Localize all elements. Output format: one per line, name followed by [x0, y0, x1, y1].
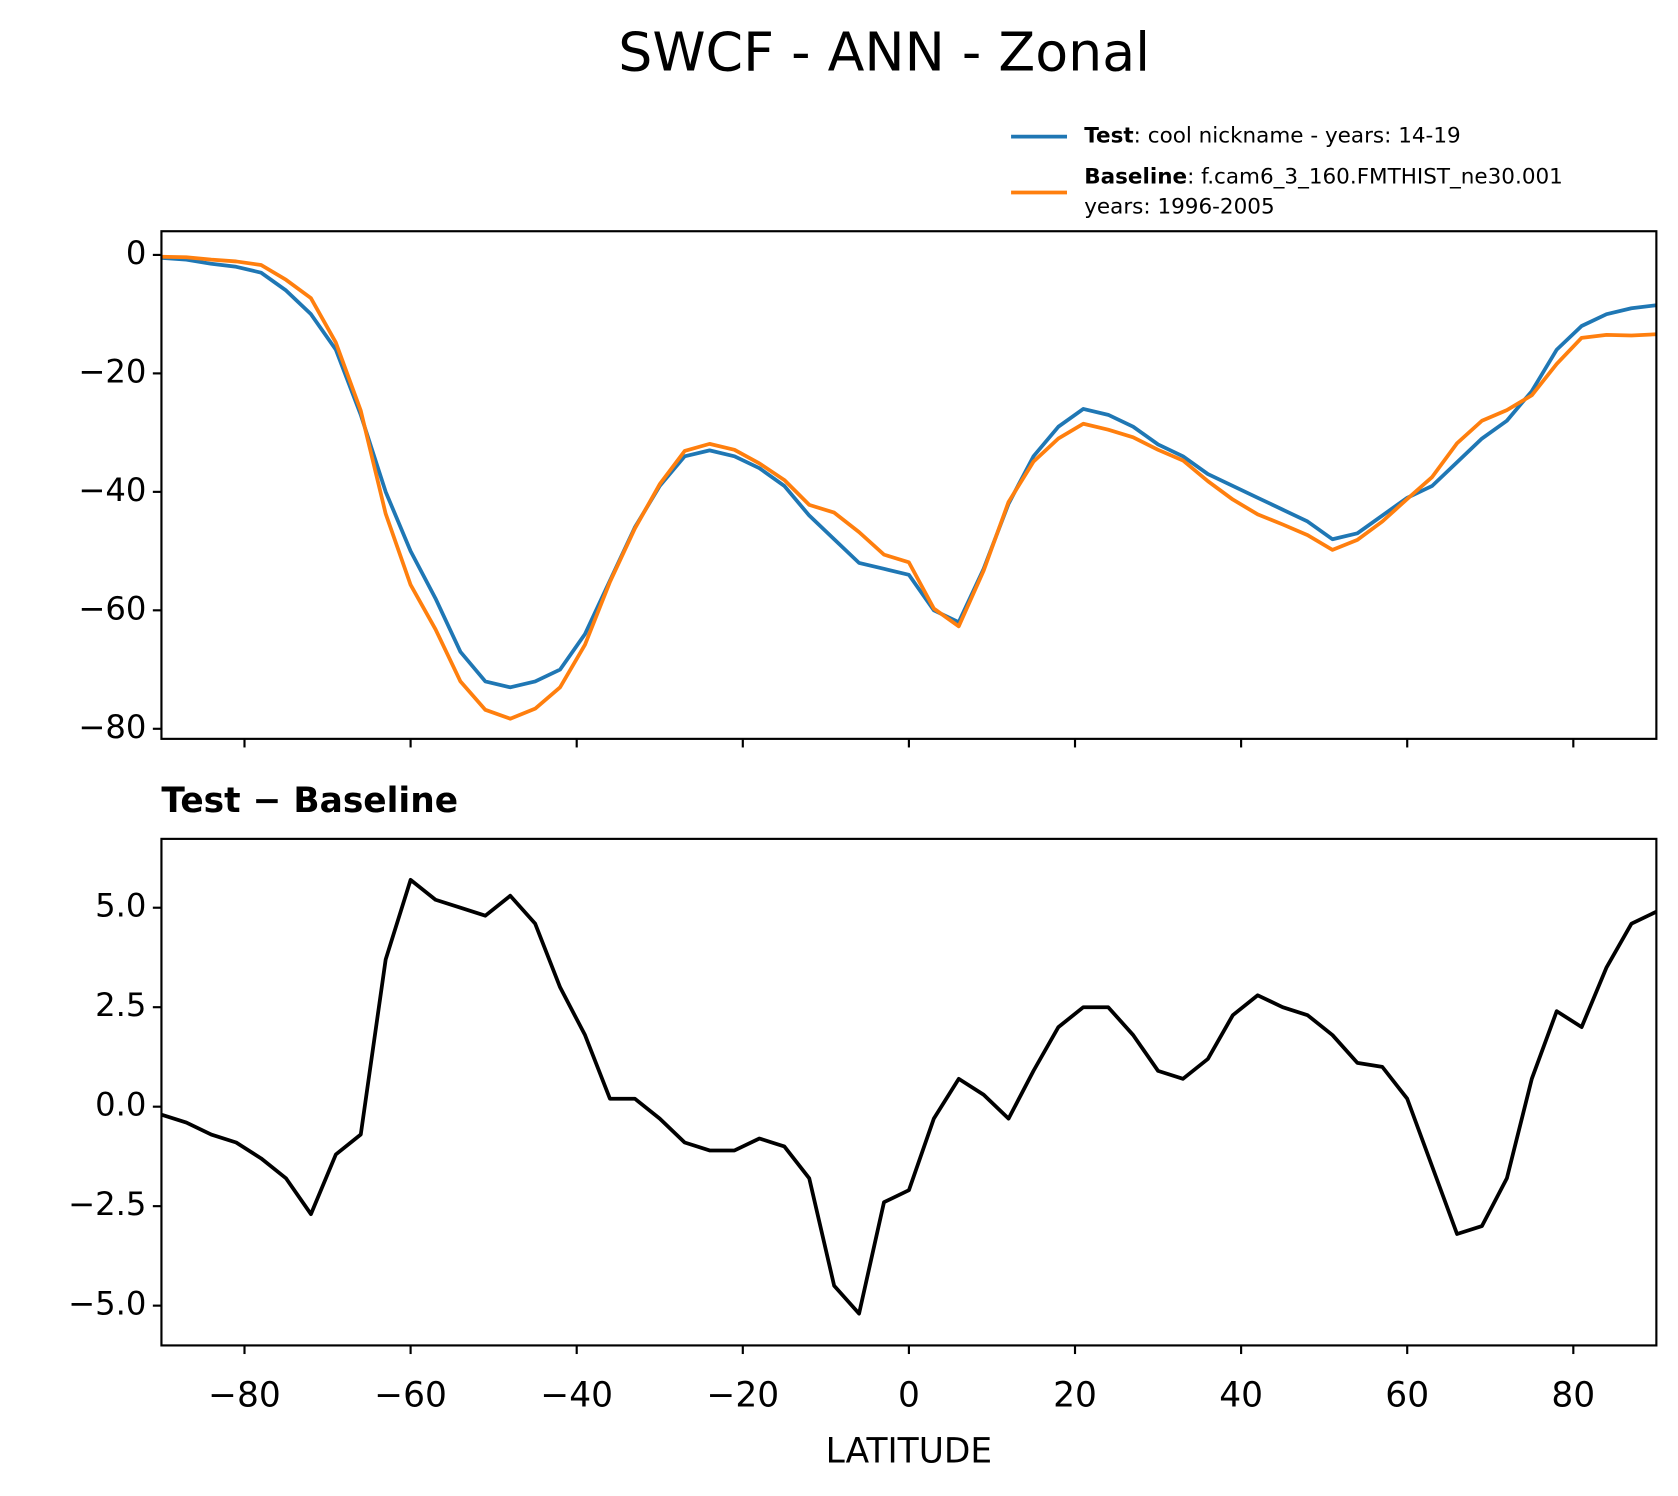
y-tick-label: −80 [78, 708, 146, 746]
plot-area [161, 877, 1657, 1316]
x-tick-label: −40 [540, 1376, 613, 1416]
y-tick-label: −40 [78, 471, 146, 509]
x-tick-label: 40 [1219, 1376, 1263, 1416]
x-tick-label: −20 [706, 1376, 779, 1416]
x-tick-label: −60 [374, 1376, 447, 1416]
x-axis-label: LATITUDE [826, 1431, 992, 1471]
legend-label: Baseline: f.cam6_3_160.FMTHIST_ne30.001 [1084, 164, 1563, 189]
y-tick-label: −60 [78, 589, 146, 627]
x-tick-label: 80 [1551, 1376, 1595, 1416]
legend-label: Test: cool nickname - years: 14-19 [1084, 124, 1460, 149]
y-tick-label: −5.0 [68, 1285, 146, 1323]
data-line [161, 256, 1657, 690]
legend-description: years: 1996-2005 [1084, 195, 1274, 220]
plot-area [161, 254, 1657, 721]
axes-frame [160, 837, 1658, 1347]
x-tick-label: 0 [898, 1376, 920, 1416]
y-tick-label: 2.5 [95, 986, 146, 1024]
x-tick-label: −80 [208, 1376, 281, 1416]
y-tick-label: −20 [78, 352, 146, 390]
legend-description: : f.cam6_3_160.FMTHIST_ne30.001 [1187, 164, 1563, 189]
y-tick-label: 0 [126, 234, 147, 272]
y-tick-label: −2.5 [68, 1185, 146, 1223]
y-tick-label: 0.0 [95, 1086, 146, 1124]
legend-name: Test [1084, 124, 1133, 149]
x-tick-label: 20 [1053, 1376, 1097, 1416]
panel-title: Test − Baseline [161, 781, 458, 821]
data-line [161, 877, 1657, 1316]
y-tick-label: 5.0 [95, 887, 146, 925]
figure-title: SWCF - ANN - Zonal [618, 21, 1150, 84]
legend-description: : cool nickname - years: 14-19 [1134, 124, 1461, 149]
x-tick-label: 60 [1385, 1376, 1429, 1416]
data-line [161, 254, 1657, 721]
legend-name: Baseline [1084, 164, 1187, 189]
